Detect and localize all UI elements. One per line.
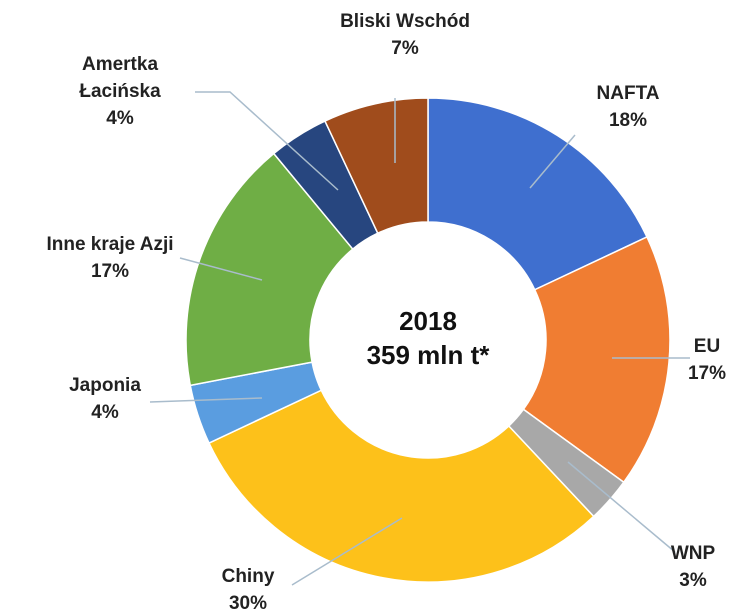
leader-line [149,397,263,403]
category-label: WNP [670,543,716,564]
leader-line [529,134,576,189]
center-label: 359 mln t* [367,340,491,370]
category-label: NAFTA [596,83,660,104]
slice-label: Amertka Łacińska 4% [79,51,160,132]
slice [323,97,429,235]
category-label: Chiny [221,566,275,587]
value-label: 17% [687,363,727,384]
value-label: 7% [391,38,419,59]
slice [208,389,595,583]
category-label: Inne kraje Azji [46,234,174,255]
slice-label: EU 17% [688,333,726,387]
value-label: 4% [106,108,134,129]
slice [522,235,671,484]
slice-label: Japonia 4% [69,372,141,426]
category-label: EU [693,336,721,357]
value-label: 30% [228,593,268,613]
leader-line [195,91,339,191]
center-label: 2018 [399,306,457,336]
value-label: 3% [679,570,707,591]
slice-label: WNP 3% [671,540,715,594]
category-label: Japonia [69,375,141,396]
slice-label: NAFTA 18% [597,80,660,134]
slice [185,152,354,387]
slice [427,97,648,291]
value-label: 18% [608,110,648,131]
category-label: Amertka Łacińska [79,54,161,102]
value-label: 17% [90,261,130,282]
leader-line [291,517,403,586]
slice-label: Inne kraje Azji 17% [46,231,173,285]
slice-label: Bliski Wschód 7% [340,8,470,62]
slice-label: Chiny 30% [222,563,275,613]
leader-line [567,461,676,553]
leader-line [179,257,263,281]
category-label: Bliski Wschód [340,11,470,32]
value-label: 4% [91,402,119,423]
